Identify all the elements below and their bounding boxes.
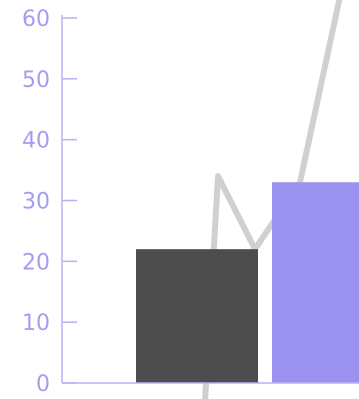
bar-1 xyxy=(136,249,258,383)
y-tick-label: 20 xyxy=(22,250,50,275)
bars-layer xyxy=(136,182,359,383)
y-tick-label: 40 xyxy=(22,129,50,154)
y-tick-label: 10 xyxy=(22,311,50,336)
y-tick-label: 30 xyxy=(22,190,50,215)
bar-2 xyxy=(272,182,359,383)
y-tick-label: 0 xyxy=(36,372,50,397)
y-tick-label: 60 xyxy=(22,7,50,32)
y-tick-label: 50 xyxy=(22,68,50,93)
y-axis xyxy=(61,15,359,384)
y-tick-labels: 0 10 20 30 40 50 60 xyxy=(22,7,50,397)
